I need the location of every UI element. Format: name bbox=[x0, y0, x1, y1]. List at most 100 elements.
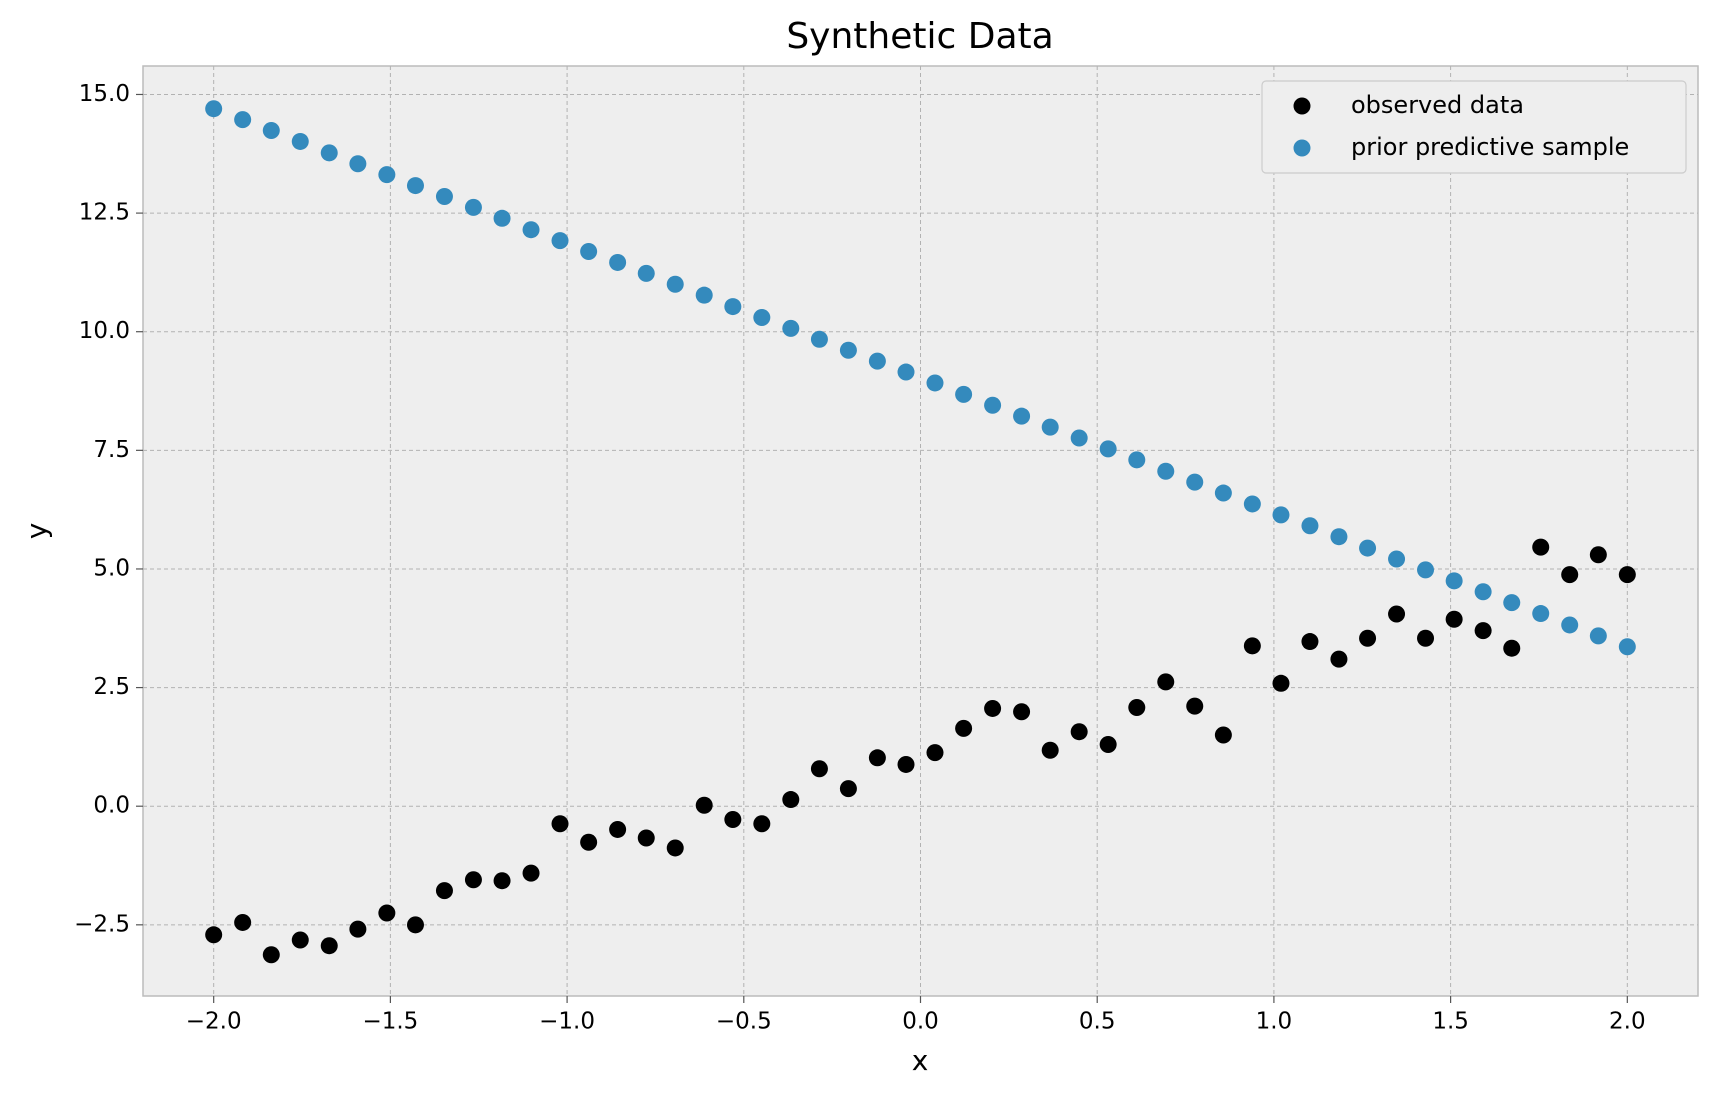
legend-marker bbox=[1293, 139, 1311, 157]
point bbox=[205, 100, 223, 118]
point bbox=[551, 815, 569, 833]
point bbox=[464, 871, 482, 889]
point bbox=[205, 926, 223, 944]
point bbox=[666, 839, 684, 857]
point bbox=[349, 920, 367, 938]
x-tick-label: 0.5 bbox=[1079, 1009, 1116, 1035]
y-tick-label: 15.0 bbox=[79, 81, 130, 107]
point bbox=[1070, 429, 1088, 447]
point bbox=[1186, 473, 1204, 491]
point bbox=[493, 872, 511, 890]
point bbox=[810, 760, 828, 778]
legend-label: prior predictive sample bbox=[1351, 133, 1629, 161]
point bbox=[378, 166, 396, 184]
point bbox=[464, 198, 482, 216]
point bbox=[1128, 451, 1146, 469]
legend-marker bbox=[1293, 97, 1311, 115]
point bbox=[1070, 723, 1088, 741]
point bbox=[406, 177, 424, 195]
x-tick-label: −1.5 bbox=[362, 1009, 418, 1035]
point bbox=[1532, 538, 1550, 556]
point bbox=[1532, 605, 1550, 623]
point bbox=[580, 243, 598, 261]
y-axis-label: y bbox=[20, 523, 53, 540]
point bbox=[1272, 506, 1290, 524]
point bbox=[349, 155, 367, 173]
point bbox=[1503, 594, 1521, 612]
point bbox=[1243, 637, 1261, 655]
point bbox=[378, 904, 396, 922]
point bbox=[1445, 610, 1463, 628]
point bbox=[320, 144, 338, 162]
point bbox=[868, 749, 886, 767]
point bbox=[926, 744, 944, 762]
point bbox=[695, 796, 713, 814]
point bbox=[868, 352, 886, 370]
point bbox=[1214, 484, 1232, 502]
point bbox=[1618, 566, 1636, 584]
point bbox=[1359, 539, 1377, 557]
point bbox=[435, 187, 453, 205]
y-tick-label: 10.0 bbox=[79, 318, 130, 344]
point bbox=[1099, 736, 1117, 754]
point bbox=[406, 916, 424, 934]
point bbox=[1186, 697, 1204, 715]
point bbox=[1618, 638, 1636, 656]
legend-box bbox=[1261, 80, 1687, 174]
point bbox=[637, 829, 655, 847]
point bbox=[753, 815, 771, 833]
point bbox=[897, 363, 915, 381]
point bbox=[320, 937, 338, 955]
point bbox=[1272, 674, 1290, 692]
point bbox=[955, 719, 973, 737]
y-tick-label: 5.0 bbox=[93, 555, 130, 581]
point bbox=[1330, 650, 1348, 668]
point bbox=[551, 232, 569, 250]
point bbox=[1388, 605, 1406, 623]
point bbox=[1445, 572, 1463, 590]
point bbox=[493, 209, 511, 227]
point bbox=[984, 699, 1002, 717]
point bbox=[1301, 633, 1319, 651]
point bbox=[1589, 627, 1607, 645]
x-axis-label: x bbox=[912, 1044, 929, 1077]
point bbox=[1157, 673, 1175, 691]
point bbox=[984, 396, 1002, 414]
point bbox=[637, 264, 655, 282]
point bbox=[1417, 561, 1435, 579]
point bbox=[1301, 517, 1319, 535]
y-tick-label: 12.5 bbox=[79, 200, 130, 226]
point bbox=[1128, 699, 1146, 717]
y-tick-label: 0.0 bbox=[93, 793, 130, 819]
point bbox=[955, 385, 973, 403]
y-tick-label: −2.5 bbox=[74, 911, 130, 937]
point bbox=[1157, 462, 1175, 480]
y-tick-label: 7.5 bbox=[93, 437, 130, 463]
point bbox=[580, 833, 598, 851]
x-tick-label: 1.0 bbox=[1256, 1009, 1293, 1035]
x-tick-label: 0.0 bbox=[902, 1009, 939, 1035]
point bbox=[1099, 440, 1117, 458]
point bbox=[926, 374, 944, 392]
point bbox=[1359, 629, 1377, 647]
point bbox=[609, 253, 627, 271]
x-tick-label: −0.5 bbox=[716, 1009, 772, 1035]
point bbox=[1503, 639, 1521, 657]
point bbox=[1243, 495, 1261, 513]
point bbox=[810, 330, 828, 348]
x-tick-label: −2.0 bbox=[186, 1009, 242, 1035]
point bbox=[753, 308, 771, 326]
point bbox=[234, 111, 252, 129]
point bbox=[1561, 566, 1579, 584]
point bbox=[897, 755, 915, 773]
point bbox=[782, 791, 800, 809]
point bbox=[262, 122, 280, 140]
chart-title: Synthetic Data bbox=[786, 16, 1053, 57]
point bbox=[522, 221, 540, 239]
x-tick-label: 2.0 bbox=[1609, 1009, 1646, 1035]
point bbox=[724, 298, 742, 316]
point bbox=[262, 946, 280, 964]
point bbox=[291, 931, 309, 949]
point bbox=[1589, 546, 1607, 564]
